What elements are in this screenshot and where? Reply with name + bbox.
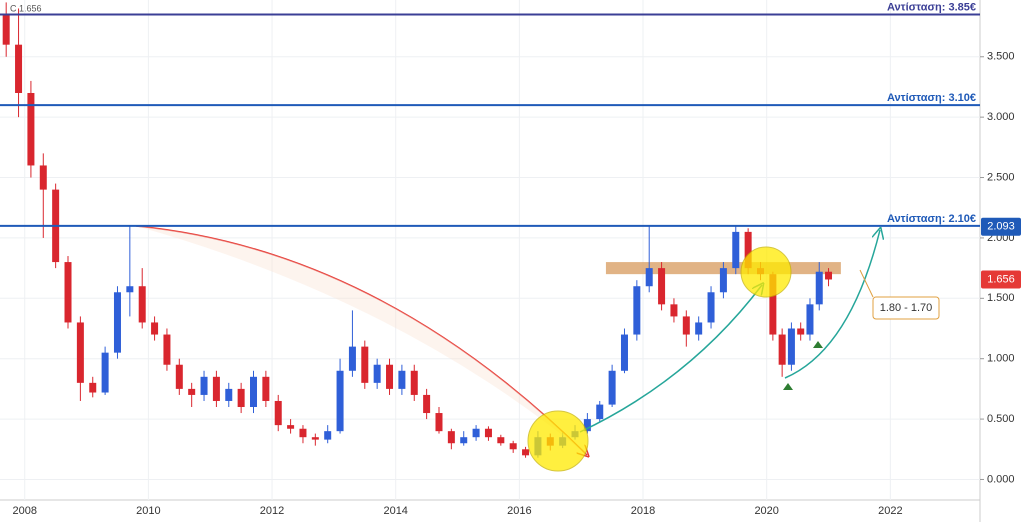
candle-body — [787, 328, 795, 365]
zone-label: 1.80 - 1.70 — [880, 302, 933, 314]
candle-body — [89, 382, 97, 393]
candle-body — [497, 437, 505, 444]
candle-body — [769, 274, 777, 335]
highlight-circle — [527, 410, 589, 472]
candle-body — [633, 286, 641, 335]
candle-body — [64, 262, 72, 323]
candle-body — [126, 286, 134, 293]
annotations — [135, 225, 880, 472]
candle-body — [583, 419, 591, 432]
candle-body — [460, 437, 468, 444]
candle-body — [373, 364, 381, 383]
red-arrow — [135, 225, 587, 455]
candle-body — [797, 328, 805, 335]
candle-body — [386, 364, 394, 389]
candle-body — [447, 431, 455, 444]
candle-body — [423, 394, 431, 414]
candle-body — [163, 334, 171, 365]
candle-body — [225, 388, 233, 401]
candle-body — [682, 316, 690, 335]
candle-body — [620, 334, 628, 371]
x-tick-label: 2018 — [631, 505, 655, 517]
candle-body — [237, 388, 245, 408]
y-tick-label: 3.000 — [987, 111, 1015, 123]
price-badge-label: 2.093 — [987, 221, 1015, 233]
candle-body — [151, 322, 159, 335]
candle-body — [324, 431, 332, 440]
y-tick-label: 0.000 — [987, 473, 1015, 485]
candle-body — [719, 268, 727, 293]
candle-body — [778, 334, 786, 365]
candle-body — [695, 322, 703, 335]
candle-body — [522, 449, 530, 456]
candle-body — [509, 443, 517, 450]
candle-body — [212, 376, 220, 401]
x-tick-label: 2008 — [12, 505, 36, 517]
triangle — [783, 383, 793, 390]
highlight-circle — [740, 246, 792, 298]
plot-area — [0, 0, 980, 500]
candle-body — [398, 370, 406, 389]
candle-body — [348, 346, 356, 371]
candle-body — [707, 292, 715, 323]
candle-body — [101, 352, 109, 393]
candle-body — [670, 304, 678, 317]
candle-body — [744, 231, 752, 269]
candle-body — [732, 231, 740, 269]
candle-body — [287, 425, 295, 429]
candle-body — [138, 286, 146, 323]
x-tick-label: 2014 — [383, 505, 407, 517]
candle-body — [299, 428, 307, 438]
x-tick-label: 2022 — [878, 505, 902, 517]
zone-pointer — [859, 269, 874, 298]
resistance-label: Αντίσταση: 3.85€ — [887, 1, 976, 13]
candle-body — [188, 388, 196, 395]
triangle — [813, 341, 823, 348]
candle-body — [645, 268, 653, 287]
candle-body — [484, 428, 492, 438]
candle-body — [825, 271, 833, 280]
candle-body — [311, 437, 319, 440]
candle-body — [2, 14, 10, 45]
x-tick-label: 2012 — [260, 505, 284, 517]
green-arrow — [579, 285, 762, 433]
candle-body — [806, 304, 814, 335]
candle-body — [262, 376, 270, 401]
candle-body — [39, 165, 47, 190]
candle-body — [361, 346, 369, 383]
candle-body — [113, 292, 121, 353]
candle-body — [27, 92, 35, 166]
candle-body — [200, 376, 208, 395]
x-tick-label: 2016 — [507, 505, 531, 517]
candle-body — [76, 322, 84, 383]
candle-body — [15, 44, 23, 93]
y-tick-label: 0.500 — [987, 413, 1015, 425]
x-tick-label: 2010 — [136, 505, 160, 517]
candle-body — [596, 404, 604, 420]
candle-body — [175, 364, 183, 389]
price-badge-label: 1.656 — [987, 273, 1015, 285]
candle-body — [410, 370, 418, 395]
price-badge — [981, 270, 1021, 289]
candle-body — [472, 428, 480, 438]
resistance-label: Αντίσταση: 3.10€ — [887, 92, 976, 104]
candle-body — [250, 376, 258, 408]
resistance-label: Αντίσταση: 2.10€ — [887, 213, 976, 225]
y-tick-label: 3.500 — [987, 51, 1015, 63]
header: C 1.656 — [10, 3, 42, 13]
candle-body — [815, 271, 823, 305]
candle-body — [274, 400, 282, 426]
candle-body — [336, 370, 344, 432]
candle-body — [608, 370, 616, 405]
y-tick-label: 1.500 — [987, 292, 1015, 304]
x-tick-label: 2020 — [754, 505, 778, 517]
candle-body — [435, 413, 443, 432]
candle-body — [658, 268, 666, 305]
y-tick-label: 2.500 — [987, 171, 1015, 183]
price-badge — [981, 217, 1021, 236]
y-tick-label: 1.000 — [987, 353, 1015, 365]
zone-label-box — [872, 296, 940, 320]
green-arrow — [784, 230, 880, 379]
